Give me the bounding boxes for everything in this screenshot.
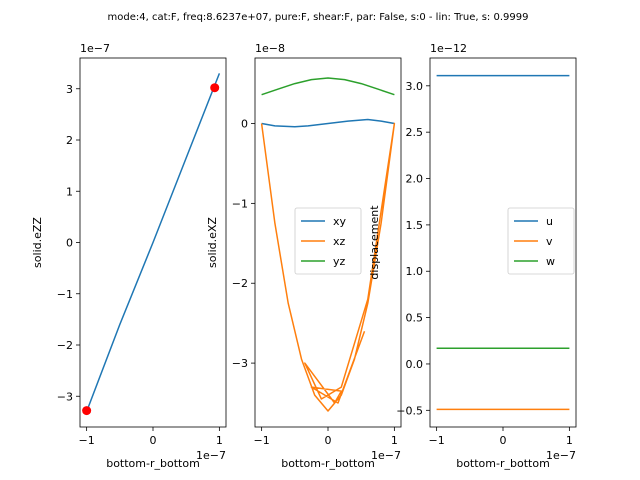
y-tick-label: 2.0 bbox=[406, 173, 424, 186]
y-tick-label: 0 bbox=[66, 237, 73, 250]
y-tick-label: 2 bbox=[66, 134, 73, 147]
legend-label-w: w bbox=[546, 255, 555, 268]
x-tick-label: −1 bbox=[79, 434, 95, 447]
series-line-yz bbox=[261, 77, 395, 96]
series-line-xz bbox=[260, 122, 396, 412]
legend-label-yz: yz bbox=[333, 255, 346, 268]
x-tick-label: −1 bbox=[254, 434, 270, 447]
y-tick-label: −2 bbox=[232, 277, 248, 290]
legend-label-xy: xy bbox=[333, 215, 347, 228]
y-tick-label: −2 bbox=[57, 339, 73, 352]
y-tick-label: 1 bbox=[66, 185, 73, 198]
x-tick-label: 1 bbox=[216, 434, 223, 447]
y-tick-label: −1 bbox=[57, 288, 73, 301]
series-line-line-0 bbox=[85, 73, 221, 412]
y-tick-label: 0 bbox=[241, 117, 248, 130]
y-tick-label: 1.5 bbox=[406, 219, 424, 232]
data-marker-0 bbox=[82, 406, 92, 416]
y-axis-label: solid.eZZ bbox=[31, 217, 44, 268]
x-tick-label: −1 bbox=[429, 434, 445, 447]
y-tick-label: 2.5 bbox=[406, 126, 424, 139]
legend: uvw bbox=[507, 207, 575, 275]
x-tick-label: 1 bbox=[566, 434, 573, 447]
legend: xy xz yz bbox=[294, 207, 362, 275]
x-tick-label: 1 bbox=[391, 434, 398, 447]
legend-label-v: v bbox=[546, 235, 553, 248]
y-tick-label: 3.0 bbox=[406, 80, 424, 93]
y-tick-label: 0.0 bbox=[406, 358, 424, 371]
y-tick-label: −0.5 bbox=[396, 404, 423, 417]
y-offset-text: 1e−7 bbox=[80, 42, 110, 55]
x-tick-label: 0 bbox=[150, 434, 157, 447]
x-offset-text: 1e−7 bbox=[196, 449, 226, 462]
y-offset-text: 1e−8 bbox=[255, 42, 285, 55]
data-marker-1 bbox=[210, 83, 220, 93]
y-tick-label: 1.0 bbox=[406, 265, 424, 278]
legend-label-u: u bbox=[546, 215, 553, 228]
x-offset-text: 1e−7 bbox=[546, 449, 576, 462]
figure-suptitle: mode:4, cat:F, freq:8.6237e+07, pure:F, … bbox=[108, 12, 529, 23]
y-axis-label: solid.eXZ bbox=[206, 217, 219, 268]
legend-box bbox=[294, 207, 362, 275]
legend-label-xz: xz bbox=[333, 235, 346, 248]
y-offset-text: 1e−12 bbox=[430, 42, 467, 55]
y-axis-label: displacement bbox=[368, 205, 381, 280]
x-tick-label: 0 bbox=[500, 434, 507, 447]
panel-strain-ezz: −1 0 1−3−2−101231e−71e−7bottom-r_bottomsol… bbox=[31, 42, 227, 470]
y-tick-label: −3 bbox=[57, 390, 73, 403]
x-axis-label: bottom-r_bottom bbox=[281, 457, 375, 470]
y-tick-label: 0.5 bbox=[406, 312, 424, 325]
y-tick-label: 3 bbox=[66, 83, 73, 96]
series-line-xy bbox=[261, 118, 395, 128]
legend-box bbox=[507, 207, 575, 275]
y-tick-label: −3 bbox=[232, 357, 248, 370]
y-tick-label: −1 bbox=[232, 197, 248, 210]
x-axis-label: bottom-r_bottom bbox=[456, 457, 550, 470]
x-axis-label: bottom-r_bottom bbox=[106, 457, 200, 470]
x-offset-text: 1e−7 bbox=[371, 449, 401, 462]
x-tick-label: 0 bbox=[325, 434, 332, 447]
panel-displacement: −1 0 1−0.50.00.51.01.52.02.53.01e−121e−7bo… bbox=[368, 42, 577, 470]
